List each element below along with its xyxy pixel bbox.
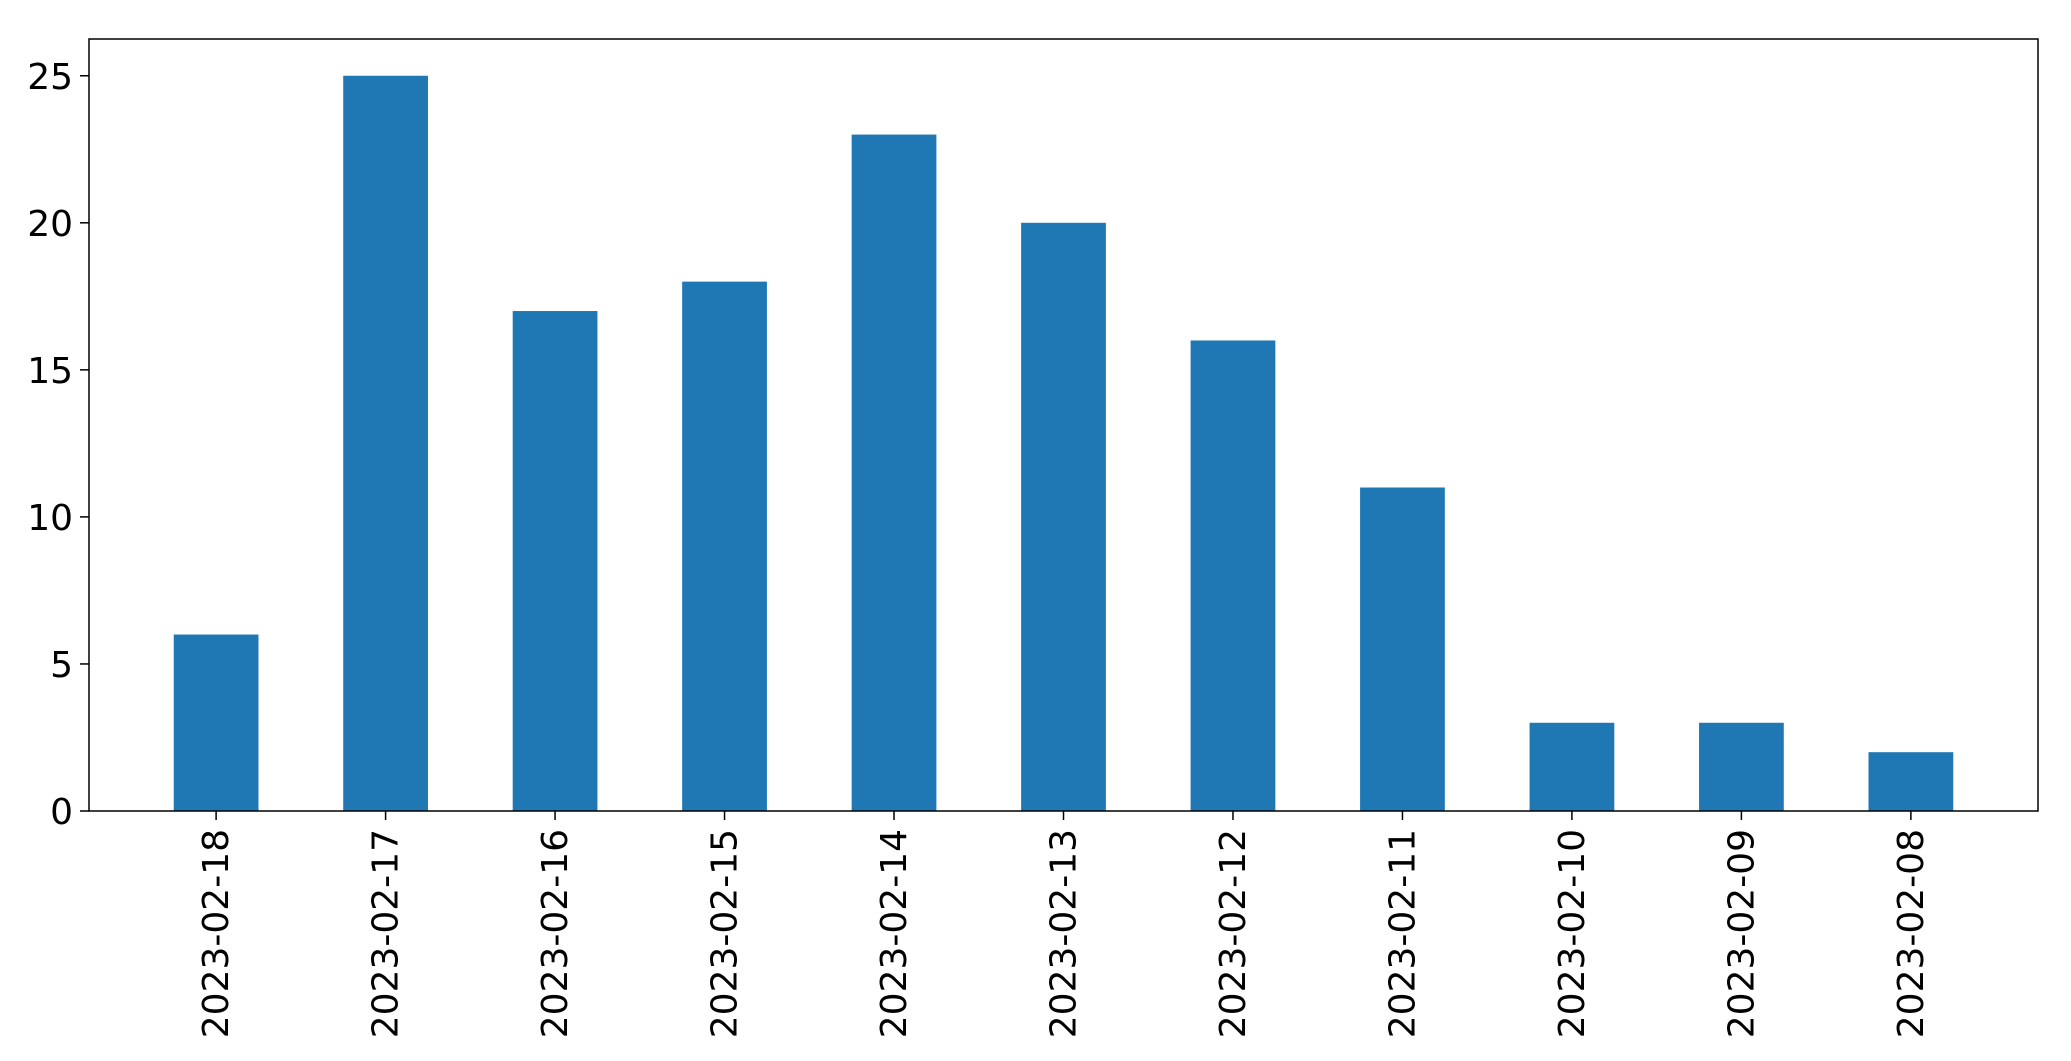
bar-2023-02-18 (173, 634, 259, 811)
x-tick-label: 2023-02-13 (1044, 829, 1085, 1038)
bar-2023-02-11 (1360, 487, 1445, 811)
bar-2023-02-17 (343, 75, 428, 811)
y-tick-label: 15 (27, 351, 73, 392)
y-tick-label: 10 (27, 498, 73, 539)
bar-2023-02-10 (1529, 722, 1615, 811)
x-tick-label: 2023-02-08 (1891, 829, 1932, 1038)
x-axis: 2023-02-18 2023-02-17 2023-02-16 2023-02-15… (196, 811, 1932, 1038)
y-tick-label: 0 (50, 792, 73, 833)
x-tick-label: 2023-02-09 (1721, 829, 1762, 1038)
bar-2023-02-14 (851, 134, 937, 811)
bar-2023-02-16 (512, 311, 598, 811)
y-axis: 0 5 10 15 20 25 (27, 57, 89, 833)
bar-2023-02-12 (1190, 340, 1276, 811)
x-tick-label: 2023-02-17 (366, 829, 407, 1038)
bar-2023-02-13 (1021, 222, 1106, 811)
bars-group (173, 75, 1954, 811)
bar-2023-02-08 (1868, 752, 1954, 811)
y-tick-label: 20 (27, 204, 73, 245)
x-tick-label: 2023-02-14 (874, 829, 915, 1038)
x-tick-label: 2023-02-10 (1552, 829, 1593, 1038)
x-tick-label: 2023-02-11 (1382, 829, 1423, 1038)
x-tick-label: 2023-02-12 (1213, 829, 1254, 1038)
y-tick-label: 5 (50, 645, 73, 686)
x-tick-label: 2023-02-15 (705, 829, 746, 1038)
bar-2023-02-15 (682, 281, 767, 811)
y-tick-label: 25 (27, 57, 73, 98)
plot-frame (88, 38, 2039, 812)
x-tick-label: 2023-02-18 (196, 829, 237, 1038)
bar-2023-02-09 (1699, 722, 1784, 811)
x-tick-label: 2023-02-16 (535, 829, 576, 1038)
